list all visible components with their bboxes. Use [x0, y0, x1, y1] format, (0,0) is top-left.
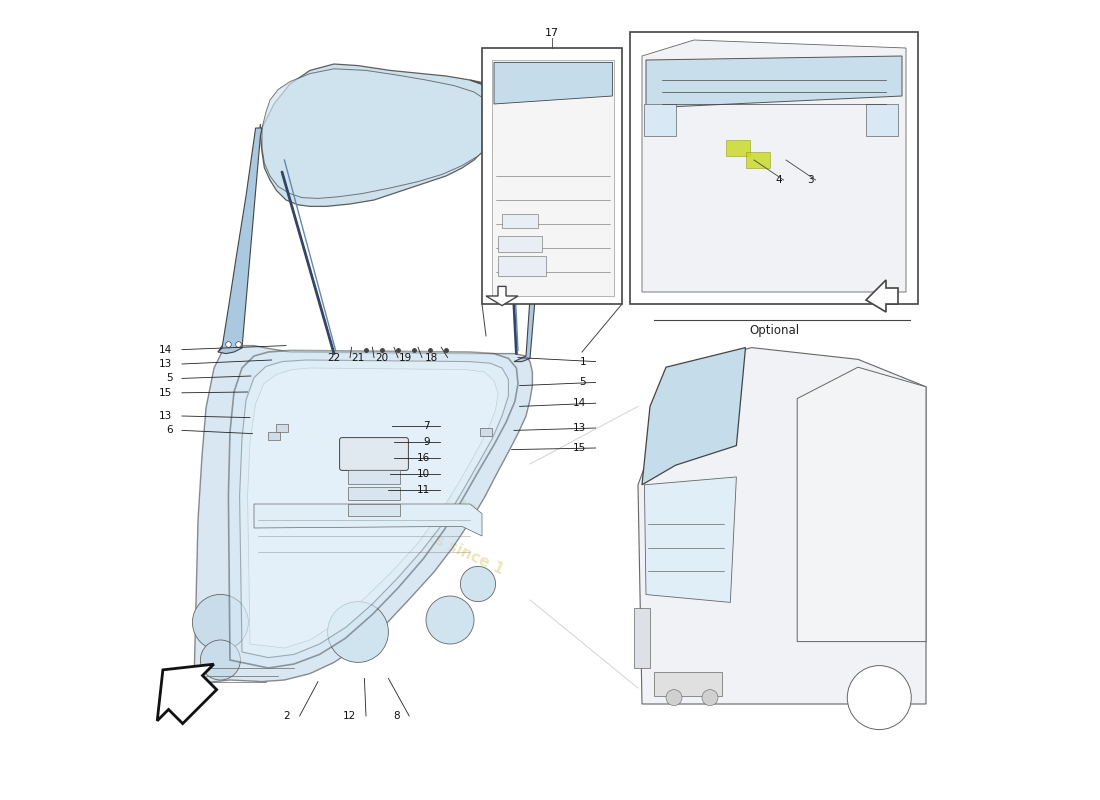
Circle shape: [702, 690, 718, 706]
Polygon shape: [194, 346, 532, 684]
Text: 8: 8: [393, 711, 399, 721]
Text: 16: 16: [417, 453, 430, 462]
Text: 15: 15: [160, 388, 173, 398]
Polygon shape: [494, 62, 613, 104]
Bar: [498, 256, 546, 276]
Text: 5: 5: [166, 374, 173, 383]
Text: 14: 14: [573, 398, 586, 408]
Text: 22: 22: [327, 353, 340, 362]
Polygon shape: [470, 80, 554, 200]
Polygon shape: [254, 504, 482, 536]
Text: sparepartscatalogue: sparepartscatalogue: [267, 407, 481, 521]
Polygon shape: [514, 124, 550, 362]
Text: 10: 10: [417, 469, 430, 478]
Bar: [502, 214, 538, 228]
Bar: [654, 672, 722, 696]
Bar: [349, 470, 400, 484]
Polygon shape: [642, 40, 906, 292]
Text: 9: 9: [424, 437, 430, 446]
Text: Optional: Optional: [749, 324, 799, 337]
Text: 11: 11: [417, 485, 430, 494]
Text: 13: 13: [160, 359, 173, 369]
Circle shape: [461, 566, 496, 602]
Polygon shape: [262, 69, 498, 198]
Polygon shape: [218, 64, 500, 352]
Polygon shape: [638, 347, 926, 704]
Text: 13: 13: [160, 411, 173, 421]
Circle shape: [847, 666, 911, 730]
Circle shape: [328, 602, 388, 662]
Text: 7: 7: [424, 421, 430, 430]
Text: 5: 5: [580, 378, 586, 387]
Polygon shape: [866, 280, 898, 312]
Text: 14: 14: [160, 345, 173, 354]
Text: 12: 12: [343, 711, 356, 721]
Bar: [634, 608, 650, 668]
Text: 1: 1: [580, 357, 586, 366]
Bar: [276, 424, 288, 432]
Text: .com  parts since 1: .com parts since 1: [353, 495, 506, 577]
Polygon shape: [642, 347, 746, 485]
Polygon shape: [240, 360, 508, 658]
Polygon shape: [218, 128, 262, 354]
FancyBboxPatch shape: [340, 438, 408, 470]
Bar: [480, 428, 493, 436]
Text: 15: 15: [573, 443, 586, 453]
Text: 13: 13: [573, 423, 586, 433]
Text: 6: 6: [166, 426, 173, 435]
Text: 18: 18: [425, 353, 438, 362]
Bar: [645, 104, 676, 136]
Text: 19: 19: [399, 353, 412, 362]
Bar: [267, 432, 280, 440]
FancyBboxPatch shape: [482, 48, 622, 304]
Bar: [866, 104, 898, 136]
Polygon shape: [229, 350, 518, 668]
Text: 2: 2: [284, 711, 290, 721]
Polygon shape: [486, 286, 518, 306]
Bar: [498, 236, 542, 252]
Polygon shape: [248, 368, 498, 648]
Text: 20: 20: [375, 353, 388, 362]
Circle shape: [426, 596, 474, 644]
Polygon shape: [492, 60, 614, 296]
Polygon shape: [645, 477, 736, 602]
Circle shape: [666, 690, 682, 706]
Bar: [349, 487, 400, 500]
Text: 21: 21: [351, 353, 364, 362]
Polygon shape: [646, 56, 902, 108]
Polygon shape: [726, 140, 750, 156]
Circle shape: [200, 640, 241, 680]
Bar: [349, 504, 400, 516]
Polygon shape: [746, 152, 770, 168]
Text: 4: 4: [776, 175, 782, 185]
Text: 3: 3: [807, 175, 814, 185]
Circle shape: [192, 594, 249, 650]
Text: 17: 17: [544, 29, 559, 38]
FancyBboxPatch shape: [630, 32, 918, 304]
Polygon shape: [157, 664, 217, 723]
Polygon shape: [798, 367, 926, 642]
